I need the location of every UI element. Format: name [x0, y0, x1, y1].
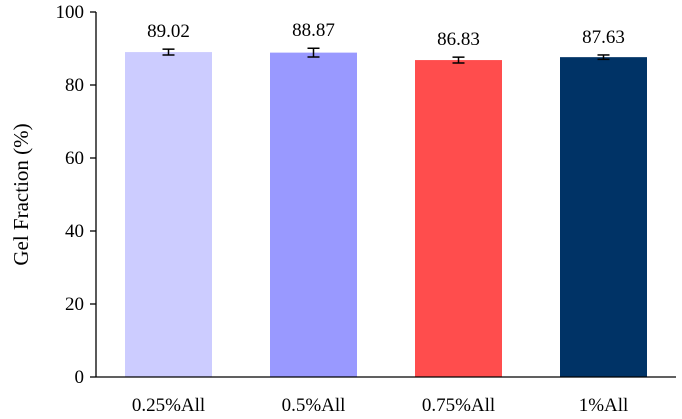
error-bar	[452, 56, 465, 64]
bar	[415, 60, 502, 378]
data-label: 86.83	[437, 29, 480, 50]
y-tick-label: 80	[65, 75, 84, 96]
y-axis-label: Gel Fraction (%)	[9, 123, 33, 265]
error-bar	[162, 48, 175, 56]
bar	[125, 52, 212, 378]
error-bar	[307, 47, 320, 58]
y-tick-label: 40	[65, 221, 84, 242]
y-tick-label: 0	[75, 367, 85, 388]
error-bars	[162, 47, 610, 64]
y-axis-ticks: 0 20 40 60 80 100	[56, 2, 96, 388]
error-bar	[597, 54, 610, 61]
x-tick-label: 1%All	[579, 395, 629, 416]
bar	[270, 52, 357, 377]
y-tick-label: 100	[56, 2, 85, 23]
bars	[125, 52, 647, 378]
data-labels: 89.02 88.87 86.83 87.63	[147, 20, 625, 50]
x-tick-label: 0.25%All	[132, 395, 205, 416]
data-label: 88.87	[292, 20, 335, 41]
y-tick-label: 60	[65, 148, 84, 169]
y-tick-label: 20	[65, 294, 84, 315]
data-label: 87.63	[582, 27, 625, 48]
x-tick-label: 0.5%All	[282, 395, 346, 416]
bar	[560, 57, 647, 377]
x-axis-ticks: 0.25%All 0.5%All 0.75%All 1%All	[132, 395, 628, 416]
data-label: 89.02	[147, 21, 190, 42]
x-tick-label: 0.75%All	[422, 395, 495, 416]
